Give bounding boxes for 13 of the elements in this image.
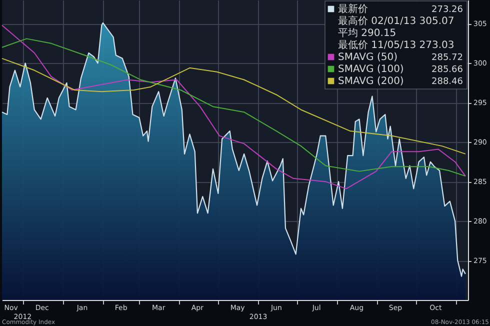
line-series — [2, 24, 466, 190]
line-series — [2, 38, 466, 177]
annotation: 最高价 02/01/13 305.07 — [338, 15, 454, 27]
legend-label: SMAVG (50) — [338, 52, 398, 63]
annotation: 285.72 — [432, 53, 463, 63]
legend-label: SMAVG (100) — [338, 64, 404, 75]
legend-label: 最新价 — [338, 3, 368, 15]
annotation: 最低价 11/05/13 273.03 — [338, 39, 454, 51]
annotation: 288.46 — [432, 77, 464, 87]
annotation: 285.66 — [432, 65, 464, 75]
annotation: 273.26 — [432, 5, 464, 15]
annotation: 平均 290.15 — [338, 27, 396, 39]
legend-label: SMAVG (200) — [338, 76, 404, 87]
